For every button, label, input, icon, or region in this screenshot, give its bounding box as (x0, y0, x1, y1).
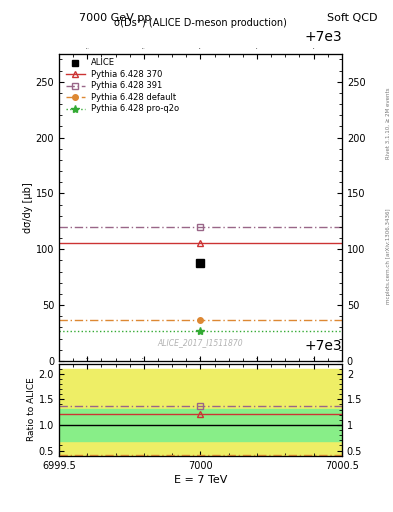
Text: Soft QCD: Soft QCD (327, 13, 377, 23)
Text: mcplots.cern.ch [arXiv:1306.3436]: mcplots.cern.ch [arXiv:1306.3436] (386, 208, 391, 304)
Y-axis label: dσ/dy [μb]: dσ/dy [μb] (23, 182, 33, 233)
Text: Rivet 3.1.10, ≥ 2M events: Rivet 3.1.10, ≥ 2M events (386, 87, 391, 159)
Text: 7000 GeV pp: 7000 GeV pp (79, 13, 151, 23)
Legend: ALICE, Pythia 6.428 370, Pythia 6.428 391, Pythia 6.428 default, Pythia 6.428 pr: ALICE, Pythia 6.428 370, Pythia 6.428 39… (64, 57, 181, 115)
Bar (59, 409, 342, 441)
Y-axis label: Ratio to ALICE: Ratio to ALICE (27, 378, 36, 441)
X-axis label: E = 7 TeV: E = 7 TeV (174, 475, 227, 485)
Title: σ(Ds⁺) (ALICE D-meson production): σ(Ds⁺) (ALICE D-meson production) (114, 17, 287, 28)
Text: ALICE_2017_I1511870: ALICE_2017_I1511870 (158, 338, 243, 348)
